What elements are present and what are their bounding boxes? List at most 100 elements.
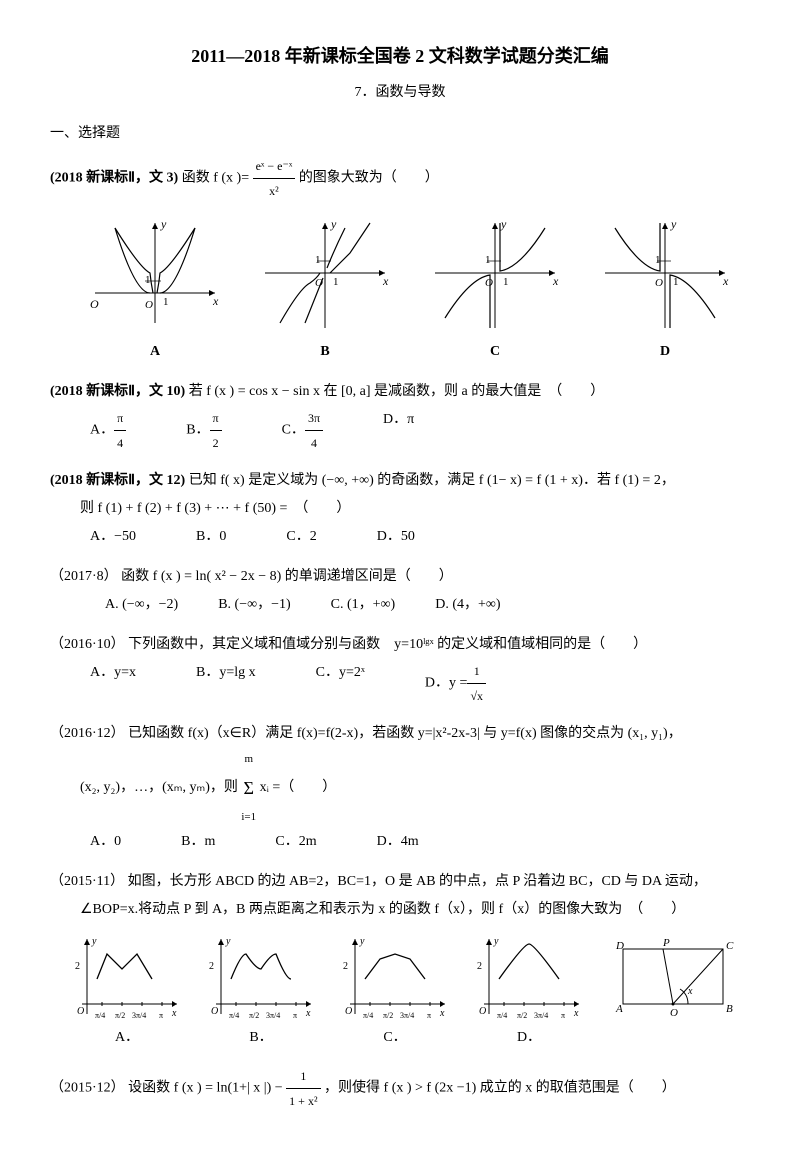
svg-text:O: O <box>655 277 663 289</box>
q6-sum: m Σ i=1 <box>241 748 256 828</box>
svg-text:π/4: π/4 <box>95 1011 105 1020</box>
q1-labels: A B C D <box>70 338 750 366</box>
svg-text:π/2: π/2 <box>383 1011 393 1020</box>
q1-graph-d: O 1 x y 1 <box>595 213 735 333</box>
section-heading: 一、选择题 <box>50 121 750 146</box>
q1-graph-c: O 1 x y 1 <box>425 213 565 333</box>
q6-prefix: （2016·12） <box>50 726 125 741</box>
svg-text:y: y <box>330 217 337 231</box>
svg-text:O: O <box>485 277 493 289</box>
q1-graphs: O O 1 x y 1 O 1 x y 1 <box>70 213 750 333</box>
svg-text:x: x <box>439 1008 445 1019</box>
question-4: （2017·8） 函数 f (x ) = ln( x² − 2x − 8) 的单… <box>50 563 750 619</box>
svg-text:1: 1 <box>145 274 151 286</box>
q1-prefix: (2018 新课标Ⅱ，文 3) <box>50 170 178 185</box>
q1-text1: 函数 f (x )= <box>182 170 249 185</box>
q1-graph-a: O O 1 x y 1 <box>85 213 225 333</box>
svg-text:π: π <box>427 1011 431 1020</box>
svg-text:y: y <box>160 217 167 231</box>
svg-text:x: x <box>573 1008 579 1019</box>
svg-text:B: B <box>726 1003 733 1015</box>
svg-text:π/4: π/4 <box>363 1011 373 1020</box>
svg-text:1: 1 <box>485 254 491 266</box>
svg-text:A: A <box>615 1003 623 1015</box>
q6-text2: (x₂, y₂)，…，(xₘ, yₘ)，则 <box>80 780 238 795</box>
q7-graph-c: O 2 x y π/4 π/2 3π/4 π <box>340 934 450 1024</box>
svg-text:O: O <box>670 1007 678 1019</box>
svg-text:x: x <box>212 294 219 308</box>
q1-text2: 的图象大致为（ ） <box>299 170 439 185</box>
svg-text:C: C <box>726 940 734 952</box>
svg-text:x: x <box>552 274 559 288</box>
q1-graph-b: O 1 x y 1 <box>255 213 395 333</box>
svg-text:y: y <box>359 936 365 947</box>
question-2: (2018 新课标Ⅱ，文 10) 若 f (x ) = cos x − sin … <box>50 378 750 455</box>
svg-text:2: 2 <box>477 961 482 972</box>
svg-text:3π/4: 3π/4 <box>534 1011 548 1020</box>
q7-rectangle-diagram: D C A B O P x <box>608 934 738 1024</box>
svg-text:x: x <box>382 274 389 288</box>
svg-text:y: y <box>493 936 499 947</box>
svg-text:y: y <box>670 217 677 231</box>
svg-text:O: O <box>345 1006 352 1017</box>
q5-text: 下列函数中，其定义域和值域分别与函数 y=10ˡᵍˣ 的定义域和值域相同的是（ … <box>128 637 647 652</box>
q8-text1: 设函数 f (x ) = ln(1+| x |) − <box>128 1080 283 1095</box>
q7-text1: 如图，长方形 ABCD 的边 AB=2，BC=1，O 是 AB 的中点，点 P … <box>128 874 707 889</box>
q6-text3: xᵢ =（ ） <box>260 780 337 795</box>
q1-fraction: eˣ − e⁻ˣ x² <box>253 154 296 203</box>
svg-text:2: 2 <box>343 961 348 972</box>
svg-text:O: O <box>479 1006 486 1017</box>
question-8: （2015·12） 设函数 f (x ) = ln(1+| x |) − 1 1… <box>50 1064 750 1113</box>
q8-prefix: （2015·12） <box>50 1080 125 1095</box>
svg-text:y: y <box>225 936 231 947</box>
svg-text:π/4: π/4 <box>497 1011 507 1020</box>
q6-text1: 已知函数 f(x)（x∈R）满足 f(x)=f(2-x)，若函数 y=|x²-2… <box>128 726 682 741</box>
q4-prefix: （2017·8） <box>50 569 118 584</box>
q8-text2: ，则使得 f (x ) > f (2x −1) 成立的 x 的取值范围是（ ） <box>324 1080 676 1095</box>
svg-text:x: x <box>687 986 693 997</box>
svg-text:π: π <box>561 1011 565 1020</box>
svg-text:D: D <box>615 940 624 952</box>
q5-options: A．y=x B．y=lg x C．y=2ˣ D．y =1√x <box>50 659 750 708</box>
svg-text:π: π <box>159 1011 163 1020</box>
svg-text:π/4: π/4 <box>229 1011 239 1020</box>
q7-graph-b: O 2 x y π/4 π/2 3π/4 π <box>206 934 316 1024</box>
svg-text:1: 1 <box>163 296 169 308</box>
q3-text2: 则 f (1) + f (2) + f (3) + ⋯ + f (50) = （… <box>50 495 750 523</box>
q2-text: 若 f (x ) = cos x − sin x 在 [0, a] 是减函数，则… <box>189 384 605 399</box>
svg-text:x: x <box>722 274 729 288</box>
svg-text:2: 2 <box>209 961 214 972</box>
svg-text:1: 1 <box>333 276 339 288</box>
svg-text:1: 1 <box>503 276 509 288</box>
svg-text:O: O <box>211 1006 218 1017</box>
svg-text:π/2: π/2 <box>517 1011 527 1020</box>
svg-text:2: 2 <box>75 961 80 972</box>
svg-text:y: y <box>500 217 507 231</box>
q3-text1: 已知 f( x) 是定义域为 (−∞, +∞) 的奇函数，满足 f (1− x)… <box>189 473 675 488</box>
question-7: （2015·11） 如图，长方形 ABCD 的边 AB=2，BC=1，O 是 A… <box>50 868 750 1052</box>
q4-options: A. (−∞，−2) B. (−∞，−1) C. (1，+∞) D. (4，+∞… <box>50 591 750 619</box>
svg-text:1: 1 <box>315 254 321 266</box>
svg-text:x: x <box>305 1008 311 1019</box>
svg-text:y: y <box>91 936 97 947</box>
q2-prefix: (2018 新课标Ⅱ，文 10) <box>50 384 185 399</box>
svg-text:π: π <box>293 1011 297 1020</box>
page-title: 2011—2018 年新课标全国卷 2 文科数学试题分类汇编 <box>50 40 750 72</box>
question-1: (2018 新课标Ⅱ，文 3) 函数 f (x )= eˣ − e⁻ˣ x² 的… <box>50 154 750 366</box>
page-subtitle: 7．函数与导数 <box>50 80 750 105</box>
svg-text:O: O <box>145 299 153 311</box>
q7-graphs: O 2 x y π/4 π/2 3π/4 π O 2 x y π/4 π/2 3π/4 π <box>60 934 750 1024</box>
svg-text:3π/4: 3π/4 <box>132 1011 146 1020</box>
q3-prefix: (2018 新课标Ⅱ，文 12) <box>50 473 185 488</box>
svg-text:3π/4: 3π/4 <box>266 1011 280 1020</box>
q3-options: A．−50 B．0 C．2 D．50 <box>50 523 750 551</box>
question-5: （2016·10） 下列函数中，其定义域和值域分别与函数 y=10ˡᵍˣ 的定义… <box>50 631 750 708</box>
svg-text:π/2: π/2 <box>249 1011 259 1020</box>
q7-text2: ∠BOP=x.将动点 P 到 A，B 两点距离之和表示为 x 的函数 f（x），… <box>50 896 750 924</box>
svg-text:π/2: π/2 <box>115 1011 125 1020</box>
svg-text:3π/4: 3π/4 <box>400 1011 414 1020</box>
q4-text: 函数 f (x ) = ln( x² − 2x − 8) 的单调递增区间是（ ） <box>121 569 453 584</box>
q7-labels: A． B． C． D． <box>60 1024 750 1052</box>
question-6: （2016·12） 已知函数 f(x)（x∈R）满足 f(x)=f(2-x)，若… <box>50 720 750 856</box>
q5-prefix: （2016·10） <box>50 637 125 652</box>
